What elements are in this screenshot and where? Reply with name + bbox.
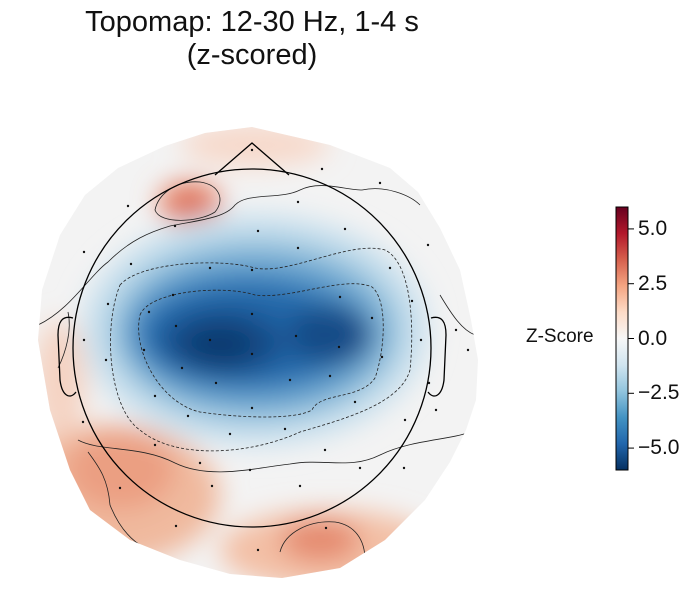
nose-outline [214, 142, 290, 176]
colorbar-tick-label: −2.5 [638, 381, 680, 405]
head-outline [72, 168, 432, 528]
colorbar-tick-label: −5.0 [638, 436, 680, 460]
colorbar-tick-label: 0.0 [638, 326, 668, 350]
right-ear [427, 316, 447, 397]
chart-title: Topomap: 12-30 Hz, 1-4 s (z-scored) [0, 6, 504, 72]
left-ear [57, 316, 77, 397]
colorbar [615, 206, 629, 471]
colorbar-ticks [628, 228, 634, 449]
colorbar-tick-label: 2.5 [638, 271, 668, 295]
title-line-1: Topomap: 12-30 Hz, 1-4 s [85, 6, 419, 38]
title-line-2: (z-scored) [186, 39, 318, 71]
colorbar-tick-label: 5.0 [638, 216, 668, 240]
colorbar-label: Z-Score [526, 326, 594, 347]
electrode-markers [81, 148, 470, 552]
